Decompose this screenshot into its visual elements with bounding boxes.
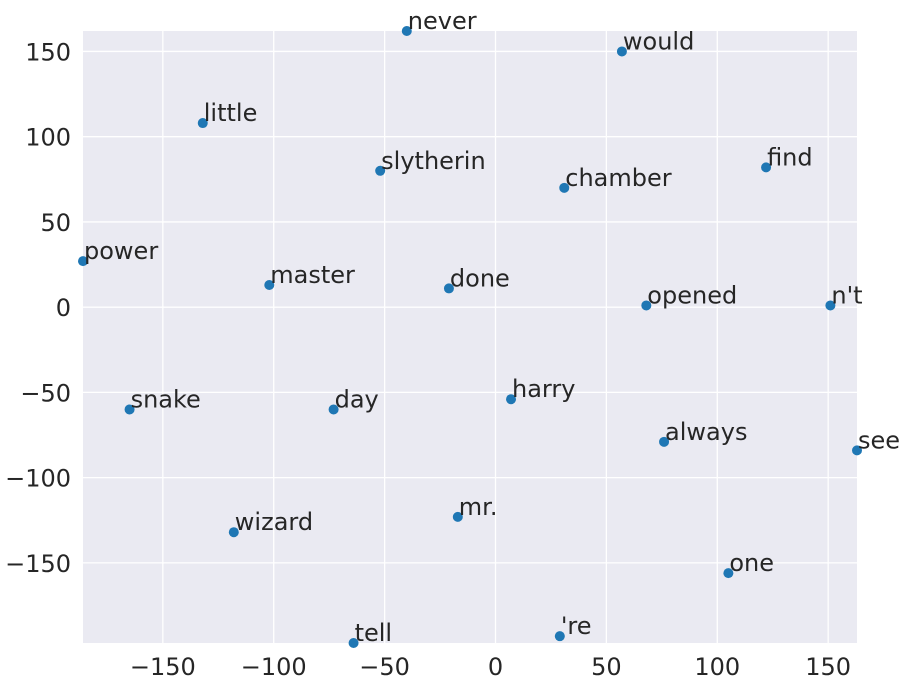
data-points: [78, 26, 862, 648]
x-tick-label: 0: [488, 653, 503, 681]
point-label: day: [335, 385, 379, 413]
data-point: [559, 182, 570, 193]
y-tick-label: −100: [5, 465, 71, 493]
x-tick-label: 100: [694, 653, 740, 681]
point-label: find: [767, 143, 813, 171]
point-label: one: [729, 549, 774, 577]
point-label: snake: [131, 385, 201, 413]
point-label: slytherin: [381, 147, 486, 175]
point-label: n't: [831, 281, 862, 309]
data-point: [723, 568, 734, 579]
point-label: would: [623, 27, 694, 55]
data-point: [641, 300, 652, 311]
data-point: [825, 300, 836, 311]
point-label: always: [665, 418, 747, 446]
data-point: [506, 394, 517, 405]
grid-lines: [83, 31, 857, 643]
point-label: see: [858, 426, 900, 454]
data-point: [348, 638, 359, 648]
plot-background: [83, 31, 857, 643]
point-label: chamber: [565, 164, 671, 192]
data-point: [124, 404, 135, 415]
point-label: master: [270, 261, 355, 289]
data-point: [228, 527, 239, 538]
point-label: power: [84, 237, 158, 265]
y-tick-label: 50: [40, 209, 71, 237]
y-tick-label: 150: [25, 38, 71, 66]
y-tick-label: −150: [5, 550, 71, 578]
x-tick-label: −150: [130, 653, 196, 681]
x-tick-label: 50: [591, 653, 622, 681]
y-tick-label: 100: [25, 124, 71, 152]
point-label: mr.: [459, 493, 498, 521]
data-point: [554, 631, 565, 642]
data-point: [443, 283, 454, 294]
data-point: [452, 511, 463, 522]
point-labels: never would little slytherin find chamber powe…: [84, 7, 900, 647]
point-label: never: [408, 7, 477, 35]
data-point: [197, 118, 208, 129]
point-label: wizard: [235, 508, 313, 536]
data-point: [78, 256, 88, 267]
x-tick-label: −100: [241, 653, 307, 681]
point-label: little: [204, 99, 258, 127]
data-point: [616, 46, 627, 57]
point-label: done: [450, 264, 510, 292]
y-axis-ticks: 150 100 50 0 −50 −100 −150: [5, 38, 71, 577]
y-tick-label: 0: [56, 294, 71, 322]
data-point: [375, 165, 386, 176]
x-tick-label: 150: [805, 653, 851, 681]
data-point: [401, 26, 412, 36]
data-point: [852, 445, 862, 456]
x-axis-ticks: −150 −100 −50 0 50 100 150: [130, 653, 851, 681]
data-point: [328, 404, 339, 415]
point-label: tell: [355, 619, 393, 647]
x-tick-label: −50: [359, 653, 410, 681]
data-point: [264, 280, 275, 291]
data-point: [761, 162, 772, 173]
y-tick-label: −50: [20, 379, 71, 407]
point-label: opened: [647, 281, 737, 309]
point-label: harry: [512, 375, 575, 403]
data-point: [659, 436, 670, 447]
point-label: 're: [561, 612, 592, 640]
